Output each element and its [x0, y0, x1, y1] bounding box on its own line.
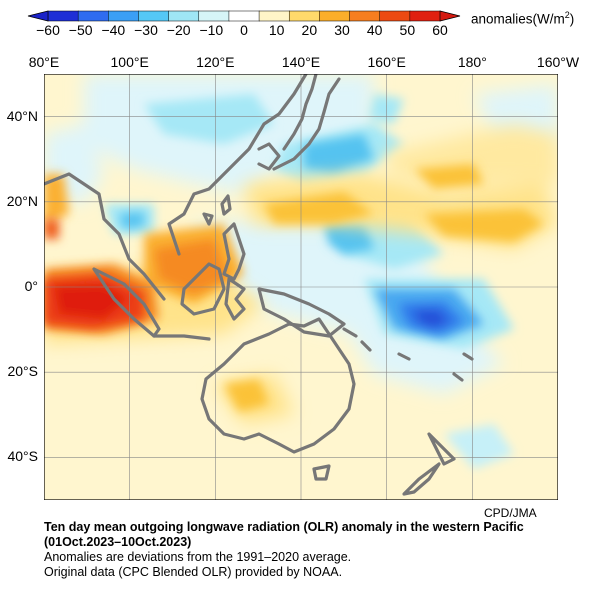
colorbar-cells — [47, 10, 441, 22]
colorbar-cell — [258, 10, 290, 22]
credit-label: CPD/JMA — [484, 506, 537, 520]
longitude-label: 120°E — [196, 54, 235, 70]
colorbar-cell — [349, 10, 381, 22]
very-strong-negative-area — [399, 302, 464, 334]
colorbar-tick-label: −20 — [166, 22, 191, 38]
colorbar-tick-label: −10 — [199, 22, 224, 38]
colorbar-cell — [319, 10, 351, 22]
latitude-label: 40°N — [6, 107, 38, 124]
latitude-label: 0° — [24, 278, 38, 294]
latitude-label: 20°S — [7, 363, 38, 380]
longitude-label: 180° — [457, 54, 487, 70]
colorbar-cell — [168, 10, 200, 22]
colorbar-cell — [198, 10, 230, 22]
colorbar-cell — [77, 10, 109, 22]
colorbar-tick-label: 50 — [399, 22, 416, 38]
coast-borneo — [180, 262, 226, 316]
coast-newzealand-north — [427, 432, 456, 466]
unit-text: anomalies(W/m — [471, 11, 565, 27]
coast-japan — [272, 74, 341, 171]
coast-taiwan — [220, 194, 232, 216]
colorbar — [27, 10, 461, 22]
coast-tasmania — [312, 464, 331, 481]
coast-hainan — [202, 212, 214, 226]
latitude-label: 40°S — [7, 448, 38, 465]
coast-asia — [44, 74, 308, 301]
caption-note2: Original data (CPC Blended OLR) provided… — [44, 565, 343, 579]
colorbar-tick-label: −40 — [101, 22, 126, 38]
caption-title-line1: Ten day mean outgoing longwave radiation… — [44, 520, 524, 534]
moderate-positive-areas — [44, 164, 544, 412]
colorbar-tick-label: 30 — [334, 22, 350, 38]
coastlines — [44, 74, 474, 496]
longitude-label: 160°W — [536, 54, 580, 70]
colorbar-tick-label: 10 — [268, 22, 285, 38]
longitude-label: 100°E — [110, 54, 149, 70]
colorbar-cell — [228, 10, 260, 22]
caption-title-line2: (01Oct.2023–10Oct.2023) — [44, 535, 192, 549]
longitude-label: 160°E — [367, 54, 406, 70]
colorbar-tick-label: 40 — [366, 22, 383, 38]
coast-sumatra — [92, 267, 161, 338]
unit-exponent: 2 — [564, 10, 570, 20]
coast-newzealand-south — [402, 462, 441, 496]
longitude-label: 80°E — [28, 54, 60, 70]
map-panel — [44, 74, 558, 500]
colorbar-tick-label: 20 — [301, 22, 318, 38]
colorbar-cell — [138, 10, 170, 22]
colorbar-cell — [288, 10, 321, 22]
colorbar-tick-label: −60 — [36, 22, 60, 38]
coast-australia — [200, 317, 356, 454]
coast-newguinea — [257, 287, 346, 338]
caption-note1: Anomalies are deviations from the 1991–2… — [44, 550, 352, 564]
colorbar-cell — [47, 10, 79, 22]
coast-java — [152, 334, 211, 341]
colorbar-tick-label: −50 — [68, 22, 93, 38]
colorbar-tick-label: 0 — [240, 22, 248, 38]
latitude-label: 20°N — [6, 192, 38, 209]
colorbar-left-arrow — [27, 10, 49, 22]
coast-islands-east — [342, 327, 474, 382]
colorbar-cell — [409, 10, 441, 22]
coast-sulawesi — [224, 277, 246, 321]
colorbar-tick-label: −30 — [134, 22, 158, 38]
colorbar-right-arrow — [439, 10, 461, 22]
colorbar-tick-label: 60 — [432, 22, 448, 38]
colorbar-cell — [379, 10, 411, 22]
unit-close: ) — [569, 11, 575, 27]
strong-negative-areas — [119, 134, 484, 339]
longitude-label: 140°E — [281, 54, 321, 70]
colorbar-unit-label: anomalies(W/m2) — [471, 10, 574, 27]
colorbar-cell — [108, 10, 140, 22]
coast-philippines — [222, 222, 246, 281]
coast-korea — [257, 142, 281, 171]
